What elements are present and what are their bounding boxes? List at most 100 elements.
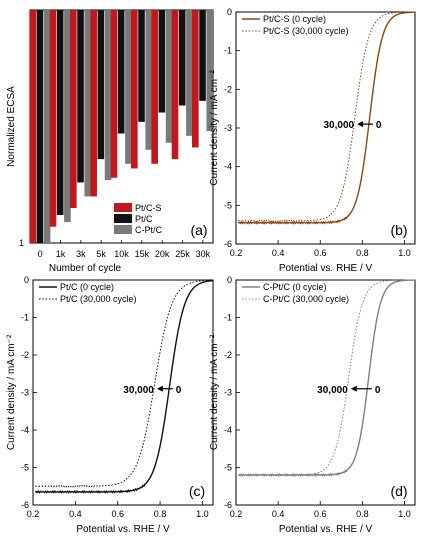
y-axis-label: Normalized ECSA — [6, 86, 17, 167]
x-tick-label: 25k — [175, 249, 190, 259]
x-tick-label: 0.4 — [272, 509, 285, 519]
x-axis-label: Potential vs. RHE / V — [76, 524, 170, 535]
bar — [206, 10, 214, 132]
panel-label: (a) — [190, 222, 207, 238]
y-tick-label: -4 — [224, 425, 232, 435]
y-tick-label: -2 — [224, 84, 232, 94]
bar — [70, 10, 77, 209]
x-tick-label: 0.2 — [230, 509, 243, 519]
y-tick-label: -5 — [224, 463, 232, 473]
x-tick-label: 0.6 — [314, 248, 327, 258]
y-tick-label: -5 — [21, 463, 29, 473]
bar — [64, 10, 71, 223]
panel-label: (b) — [390, 222, 407, 238]
y-axis-label: Current density / mA cm⁻² — [6, 334, 17, 450]
annotation-arrowhead — [350, 385, 357, 392]
y-tick-label: -2 — [21, 350, 29, 360]
series-line — [237, 279, 416, 477]
bar — [110, 10, 118, 178]
x-tick-label: 20k — [155, 249, 170, 259]
bar — [178, 10, 186, 106]
y-tick-label: -1 — [224, 46, 232, 56]
x-tick-label: 10k — [114, 249, 129, 259]
y-tick-label: -6 — [224, 239, 232, 249]
y-tick-label: -6 — [21, 500, 29, 510]
panel-label: (c) — [189, 483, 205, 499]
x-tick-label: 1.0 — [398, 248, 411, 258]
panel-c: 0.2 0.4 0.6 0.8 1.0 -6 -5 -4 -3 -2 -1 0 Potential vs… — [6, 275, 214, 535]
annotation-label-0: 0 — [375, 385, 381, 396]
bar — [192, 10, 199, 148]
bar — [43, 10, 51, 243]
y-tick-label: -2 — [224, 350, 232, 360]
x-tick-label: 1k — [56, 249, 66, 259]
y-tick-label: -6 — [224, 500, 232, 510]
bar — [84, 10, 92, 197]
annotation-arrowhead — [156, 385, 163, 392]
legend-label: Pt/C — [135, 214, 153, 224]
legend-label: Pt/C-S — [135, 203, 162, 213]
bar — [151, 10, 158, 164]
x-tick-label: 3k — [76, 249, 86, 259]
legend-swatch — [114, 214, 132, 223]
bar — [36, 10, 44, 243]
y-tick-label: -4 — [224, 162, 232, 172]
series-line — [238, 11, 415, 223]
bar — [56, 10, 64, 216]
series-line — [34, 279, 214, 494]
series-line — [237, 11, 416, 225]
annotation-label-30000: 30,000 — [323, 120, 354, 131]
bar — [199, 10, 206, 101]
bar — [138, 10, 145, 122]
bar — [104, 10, 112, 181]
x-axis-label: Potential vs. RHE / V — [279, 524, 373, 535]
x-tick-label: 0.2 — [27, 509, 40, 519]
x-tick-label: 0.4 — [69, 509, 82, 519]
legend-label: Pt/C-S (30,000 cycle) — [263, 26, 349, 36]
annotation-arrowhead — [357, 121, 364, 128]
x-tick-label: 0.2 — [230, 248, 243, 258]
bar — [97, 10, 105, 160]
x-tick-label: 0.4 — [272, 248, 285, 258]
bar — [186, 10, 193, 136]
y-tick-label: -1 — [224, 313, 232, 323]
y-axis-label: Current density / mA cm⁻² — [209, 334, 220, 450]
panel-b: 0.2 0.4 0.6 0.8 1.0 -6 -5 -4 -3 -2 -1 0 Potential vs… — [209, 7, 416, 274]
y-tick-label: 1 — [19, 238, 24, 248]
y-tick-label: -3 — [224, 123, 232, 133]
bar — [29, 10, 36, 243]
y-tick-label: 0 — [24, 275, 29, 285]
panel-label: (d) — [390, 483, 407, 499]
legend-label: C-Pt/C — [135, 225, 163, 235]
x-tick-label: 5k — [96, 249, 106, 259]
x-axis-label: Potential vs. RHE / V — [279, 263, 373, 274]
x-tick-label: 0.8 — [154, 509, 167, 519]
x-tick-label: 30k — [196, 249, 211, 259]
bar — [171, 10, 179, 160]
annotation-label-30000: 30,000 — [317, 385, 348, 396]
legend-label: Pt/C-S (0 cycle) — [263, 14, 326, 24]
x-tick-label: 0.8 — [356, 248, 369, 258]
y-tick-label: -3 — [21, 388, 29, 398]
y-tick-label: -5 — [224, 200, 232, 210]
x-tick-label: 1.0 — [196, 509, 209, 519]
y-axis-label: Current density / mA cm⁻² — [209, 70, 220, 186]
legend-swatch — [114, 225, 132, 234]
x-tick-label: 0.6 — [314, 509, 327, 519]
x-tick-label: 0.6 — [111, 509, 124, 519]
bar — [90, 10, 97, 197]
x-tick-label: 0 — [38, 249, 43, 259]
panel-d: 0.2 0.4 0.6 0.8 1.0 -6 -5 -4 -3 -2 -1 0 Potential vs… — [209, 275, 416, 535]
bar — [77, 10, 84, 183]
bar — [165, 10, 173, 143]
bar — [131, 10, 138, 169]
series-line — [35, 279, 214, 488]
y-tick-label: 0 — [227, 7, 232, 17]
legend-swatch — [114, 203, 132, 212]
annotation-label-0: 0 — [176, 385, 182, 396]
legend-label: Pt/C (0 cycle) — [60, 282, 114, 292]
x-tick-label: 0.8 — [356, 509, 369, 519]
annotation-label-0: 0 — [376, 120, 382, 131]
bar — [145, 10, 153, 150]
